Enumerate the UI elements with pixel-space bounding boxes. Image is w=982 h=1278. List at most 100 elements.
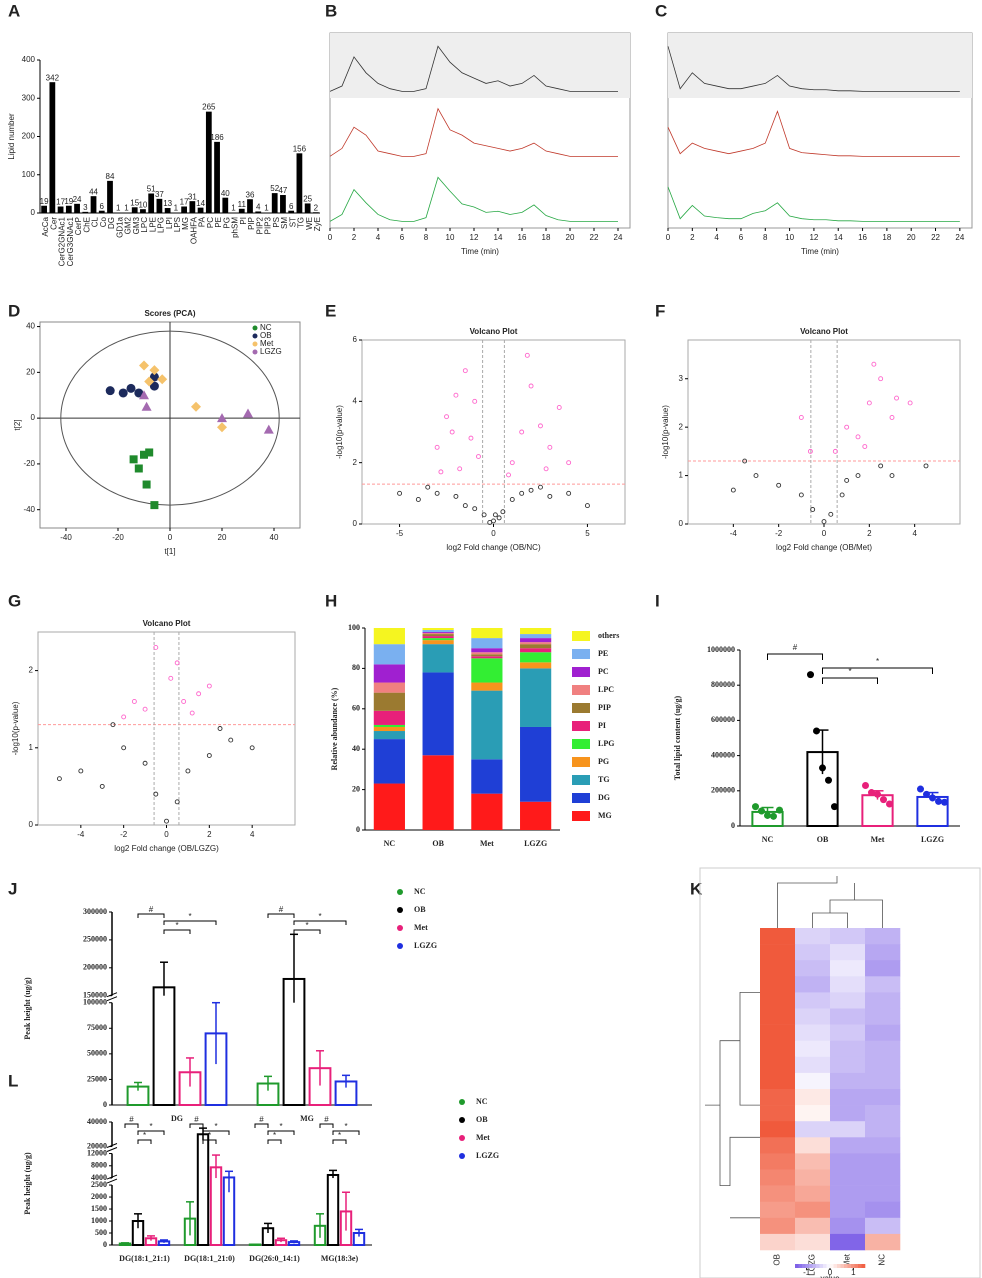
x-tick-label: TG bbox=[297, 217, 306, 228]
panel-label: C bbox=[655, 1, 667, 20]
x-tick-label: LGZG bbox=[524, 839, 547, 848]
point bbox=[889, 415, 895, 420]
y-tick-label: 0 bbox=[353, 519, 358, 528]
heat-cell bbox=[795, 1217, 831, 1235]
legend-swatch bbox=[459, 1099, 465, 1105]
legend-swatch bbox=[572, 703, 590, 713]
legend-swatch bbox=[397, 907, 403, 913]
x-tick-label: 20 bbox=[566, 233, 575, 242]
x-axis-label: log2 Fold change (OB/LGZG) bbox=[114, 844, 219, 853]
value-label: 47 bbox=[278, 186, 287, 195]
heat-cell bbox=[760, 1153, 796, 1170]
colorbar-step bbox=[819, 1264, 824, 1268]
point bbox=[415, 497, 421, 502]
point bbox=[832, 448, 838, 454]
point bbox=[196, 691, 202, 697]
point bbox=[462, 503, 468, 509]
point bbox=[56, 776, 62, 782]
value-label: 186 bbox=[210, 133, 224, 142]
chart-title: Scores (PCA) bbox=[144, 309, 195, 318]
x-tick-label: -5 bbox=[396, 529, 404, 538]
heat-cell bbox=[795, 1153, 831, 1170]
row-dendrogram bbox=[705, 992, 760, 1219]
colorbar-step bbox=[823, 1264, 827, 1268]
annotation: * bbox=[208, 1131, 211, 1140]
point bbox=[144, 376, 155, 387]
value-label: 10 bbox=[138, 200, 147, 209]
bar bbox=[304, 203, 311, 213]
panel-label: G bbox=[8, 591, 21, 610]
point bbox=[462, 368, 468, 374]
point bbox=[129, 455, 138, 464]
point bbox=[142, 480, 151, 489]
point bbox=[889, 473, 895, 479]
legend-label: PC bbox=[598, 667, 609, 676]
point bbox=[880, 796, 887, 804]
colorbar-step bbox=[812, 1264, 817, 1268]
heat-cell bbox=[830, 1008, 866, 1025]
point bbox=[855, 473, 861, 479]
point bbox=[121, 745, 127, 751]
x-tick-label: 0 bbox=[164, 830, 169, 839]
bar-segment bbox=[520, 652, 552, 663]
point bbox=[191, 401, 201, 412]
heat-cell bbox=[830, 1105, 866, 1122]
x-tick-label: LPG bbox=[157, 217, 166, 233]
heat-cell bbox=[760, 976, 796, 993]
bar bbox=[205, 111, 212, 213]
heat-cell bbox=[865, 944, 901, 961]
heat-cell bbox=[760, 1040, 796, 1058]
bar-segment bbox=[422, 644, 454, 673]
y-tick-label: 1000000 bbox=[707, 645, 735, 654]
value-label: 11 bbox=[238, 200, 247, 209]
heat-cell bbox=[865, 1233, 901, 1251]
value-label: 52 bbox=[270, 184, 279, 193]
value-label: 3 bbox=[83, 203, 88, 212]
point bbox=[164, 818, 169, 824]
point bbox=[472, 398, 478, 404]
point bbox=[149, 372, 159, 382]
heat-cell bbox=[795, 1233, 831, 1251]
panel-label: K bbox=[690, 879, 703, 898]
point bbox=[566, 490, 572, 496]
point bbox=[141, 401, 152, 411]
x-tick-label: PIP2 bbox=[255, 216, 264, 234]
x-axis-label: log2 Fold change (OB/Met) bbox=[776, 543, 872, 552]
heat-cell bbox=[760, 1233, 796, 1251]
heat-cell bbox=[795, 960, 831, 977]
value-label: 6 bbox=[100, 202, 105, 211]
y-tick-label: 400 bbox=[22, 55, 36, 64]
heat-cell bbox=[830, 1137, 866, 1154]
bar-segment bbox=[471, 690, 503, 760]
heat-cell bbox=[795, 1105, 831, 1122]
y-tick-label: 60 bbox=[352, 704, 360, 713]
heat-cell bbox=[830, 1233, 866, 1251]
point bbox=[492, 512, 498, 518]
heat-cell bbox=[865, 928, 901, 945]
x-tick-label: DG(26:0_14:1) bbox=[249, 1254, 300, 1263]
x-tick-label: 24 bbox=[955, 233, 964, 242]
bar bbox=[271, 193, 278, 213]
y-tick-label: 20 bbox=[26, 367, 35, 376]
x-tick-label: MG(18:3e) bbox=[321, 1254, 359, 1263]
x-tick-label: NC bbox=[384, 839, 396, 848]
annotation: * bbox=[188, 912, 191, 921]
y-axis-label: t[2] bbox=[13, 419, 22, 430]
x-tick-label: DG(18:1_21:1) bbox=[119, 1254, 170, 1263]
significance-bracket bbox=[822, 677, 878, 684]
point bbox=[878, 463, 884, 469]
heat-cell bbox=[830, 1169, 866, 1186]
point bbox=[140, 450, 148, 459]
heat-cell bbox=[830, 976, 866, 993]
bar-segment bbox=[373, 783, 405, 830]
significance-bracket bbox=[332, 1130, 360, 1135]
heat-cell bbox=[760, 992, 796, 1009]
y-tick-label: 600000 bbox=[711, 715, 735, 724]
x-tick-label: PI bbox=[239, 217, 248, 225]
plot-shade bbox=[330, 33, 630, 98]
x-axis-label: Time (min) bbox=[461, 247, 499, 256]
point bbox=[509, 497, 515, 502]
y-axis-label: -log10(p-value) bbox=[335, 405, 344, 459]
significance-bracket bbox=[124, 1123, 139, 1128]
heat-cell bbox=[795, 992, 831, 1009]
